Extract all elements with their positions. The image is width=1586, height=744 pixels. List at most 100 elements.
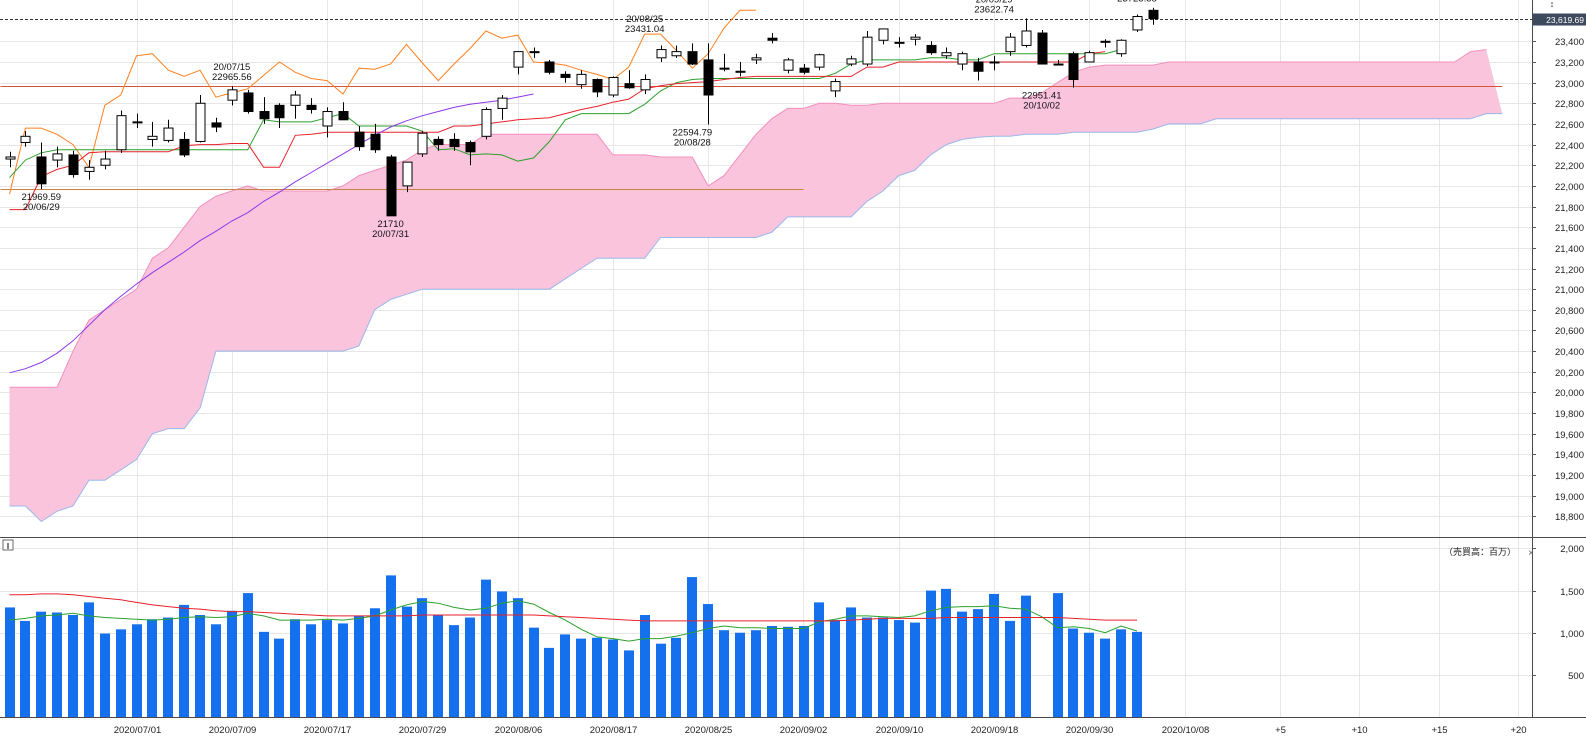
candle-body (783, 59, 794, 71)
volume-bar (1021, 595, 1031, 717)
candle (163, 119, 174, 143)
volume-unit-label: （売買高：百万） (1444, 546, 1516, 557)
price-tick-label: 22,000 (1555, 182, 1584, 193)
candle-body (671, 51, 682, 57)
volume-bar (703, 604, 713, 717)
volume-bar (84, 602, 94, 717)
candle-body (1148, 9, 1159, 20)
volume-bar (624, 650, 634, 717)
volume-bar (830, 620, 840, 717)
candle-body (290, 94, 301, 106)
candle-body (354, 131, 365, 148)
candle (1132, 14, 1143, 33)
volume-ma-line (9, 593, 1137, 622)
volume-bar (814, 602, 824, 717)
last-price-box (1533, 13, 1586, 26)
candle (830, 78, 841, 98)
candle (370, 123, 381, 153)
volume-bar (354, 615, 364, 717)
candle (513, 51, 524, 75)
candle-body (576, 73, 587, 86)
time-tick-label: 2020/07/01 (114, 725, 162, 736)
candle (910, 34, 921, 46)
time-tick-label: 2020/09/02 (780, 725, 828, 736)
candle-body (751, 57, 762, 61)
controls: ‖ ↕ × （売買高：百万） (2, 0, 1555, 559)
volume-bar (799, 625, 809, 717)
volume-bar (179, 604, 189, 717)
scale-toggle-icon[interactable]: ↕ (1550, 0, 1555, 9)
indicator-line (9, 93, 534, 374)
candle (179, 132, 190, 157)
annotation-label: 20/09/29 (976, 0, 1013, 5)
candle-body (68, 154, 79, 176)
annotation-label: 21710 (377, 219, 403, 230)
price-tick-label: 19,400 (1555, 450, 1584, 461)
candle (989, 55, 1000, 71)
candle-body (592, 79, 603, 93)
volume-bar (544, 647, 554, 717)
indicator-line (9, 9, 756, 195)
candle-body (338, 111, 349, 121)
frame (0, 0, 1586, 718)
candle-body (926, 44, 937, 54)
annotation-label: 22951.41 (1022, 91, 1062, 102)
candle (465, 140, 476, 166)
candle (576, 70, 587, 89)
candle-body (608, 76, 619, 96)
volume-bar (513, 598, 523, 717)
candle-body (132, 121, 143, 124)
candle-body (1116, 39, 1127, 55)
volume-bar (20, 620, 30, 717)
candle-body (84, 166, 95, 172)
candle-body (211, 122, 222, 128)
candle-body (544, 61, 555, 73)
candle-body (846, 58, 857, 65)
volume-bar (957, 611, 967, 717)
time-tick-label: 2020/08/25 (685, 725, 733, 736)
candle-body (878, 28, 889, 41)
price-tick-label: 22,800 (1555, 99, 1584, 110)
candle-body (100, 158, 111, 166)
volume-bar (338, 623, 348, 717)
price-tick-label: 19,800 (1555, 409, 1584, 420)
price-tick-label: 20,400 (1555, 347, 1584, 358)
time-tick-label: +10 (1351, 725, 1367, 736)
volume-bar (783, 626, 793, 717)
leading-span-a (9, 49, 1487, 388)
time-tick-label: +20 (1510, 725, 1526, 736)
candle-body (735, 70, 746, 73)
volume-bar (227, 610, 237, 717)
candle (84, 160, 95, 180)
volume-bar (926, 590, 936, 717)
volume-bar (671, 637, 681, 717)
candle (386, 154, 397, 217)
volume-bar (1116, 629, 1126, 717)
candle (735, 61, 746, 77)
candle (1037, 29, 1048, 65)
price-tick-label: 22,600 (1555, 120, 1584, 131)
price-tick-label: 21,000 (1555, 285, 1584, 296)
volume-bar (116, 629, 126, 717)
candle-body (1037, 32, 1048, 65)
candle (290, 90, 301, 119)
candle (1021, 18, 1032, 48)
candle (1148, 7, 1159, 25)
candle-body (5, 156, 16, 160)
candle (687, 43, 698, 66)
pane-toggle-icon[interactable] (2, 539, 14, 551)
volume-bar (417, 598, 427, 717)
candle (147, 121, 158, 147)
candle (957, 51, 968, 71)
close-pane-icon[interactable]: × (1528, 548, 1534, 559)
annotation-sublabel: 20/07/31 (372, 229, 409, 240)
volume-bar (481, 579, 491, 717)
volume-bar (306, 624, 316, 717)
time-tick-label: +15 (1431, 725, 1447, 736)
annotation-sublabel: 23622.74 (974, 4, 1014, 15)
candle (1100, 39, 1111, 48)
candle-body (370, 133, 381, 151)
candle (132, 113, 143, 129)
candle-body (703, 59, 714, 96)
volume-bar (211, 624, 221, 717)
